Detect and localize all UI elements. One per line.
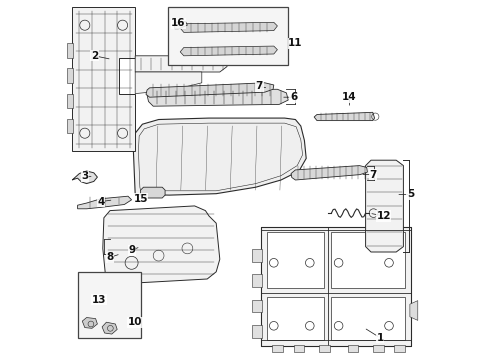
Text: 1: 1 [376, 333, 384, 343]
Polygon shape [72, 7, 135, 151]
Polygon shape [331, 297, 405, 340]
Bar [77, 272, 141, 338]
Polygon shape [175, 22, 187, 29]
Polygon shape [252, 274, 262, 287]
Polygon shape [147, 89, 288, 106]
Polygon shape [146, 83, 274, 97]
Polygon shape [314, 112, 374, 121]
Text: 9: 9 [128, 245, 135, 255]
Polygon shape [82, 318, 98, 328]
Polygon shape [347, 345, 358, 352]
Polygon shape [67, 119, 73, 133]
Polygon shape [67, 94, 73, 108]
Text: 2: 2 [91, 51, 98, 61]
Polygon shape [77, 196, 132, 209]
Text: 3: 3 [81, 171, 88, 181]
Text: 10: 10 [128, 317, 143, 327]
Polygon shape [252, 325, 262, 338]
Text: 16: 16 [171, 18, 186, 28]
Polygon shape [133, 118, 306, 195]
Polygon shape [373, 345, 384, 352]
Text: 11: 11 [288, 38, 303, 48]
Polygon shape [180, 22, 277, 32]
Polygon shape [366, 160, 403, 252]
Polygon shape [141, 187, 165, 198]
Polygon shape [319, 345, 330, 352]
Text: 4: 4 [98, 197, 105, 207]
Text: 14: 14 [342, 92, 357, 102]
Polygon shape [252, 249, 262, 262]
Polygon shape [102, 322, 117, 334]
Polygon shape [67, 68, 73, 83]
Polygon shape [267, 297, 324, 340]
Polygon shape [135, 56, 227, 72]
Polygon shape [252, 300, 262, 312]
Bar [168, 7, 288, 65]
Text: 5: 5 [407, 189, 414, 199]
Polygon shape [331, 232, 405, 288]
Polygon shape [261, 227, 411, 346]
Polygon shape [67, 43, 73, 58]
Text: 12: 12 [376, 211, 391, 221]
Polygon shape [394, 345, 405, 352]
Polygon shape [180, 46, 277, 56]
Text: 13: 13 [92, 294, 106, 305]
Polygon shape [294, 345, 304, 352]
Polygon shape [410, 301, 418, 320]
Text: 8: 8 [106, 252, 114, 262]
Text: 6: 6 [290, 92, 297, 102]
Text: 7: 7 [256, 81, 263, 91]
Polygon shape [135, 72, 202, 94]
Text: 15: 15 [133, 194, 148, 204]
Text: 7: 7 [369, 170, 376, 180]
Polygon shape [103, 206, 220, 284]
Polygon shape [72, 171, 98, 184]
Polygon shape [291, 166, 368, 180]
Polygon shape [272, 345, 283, 352]
Polygon shape [267, 232, 324, 288]
